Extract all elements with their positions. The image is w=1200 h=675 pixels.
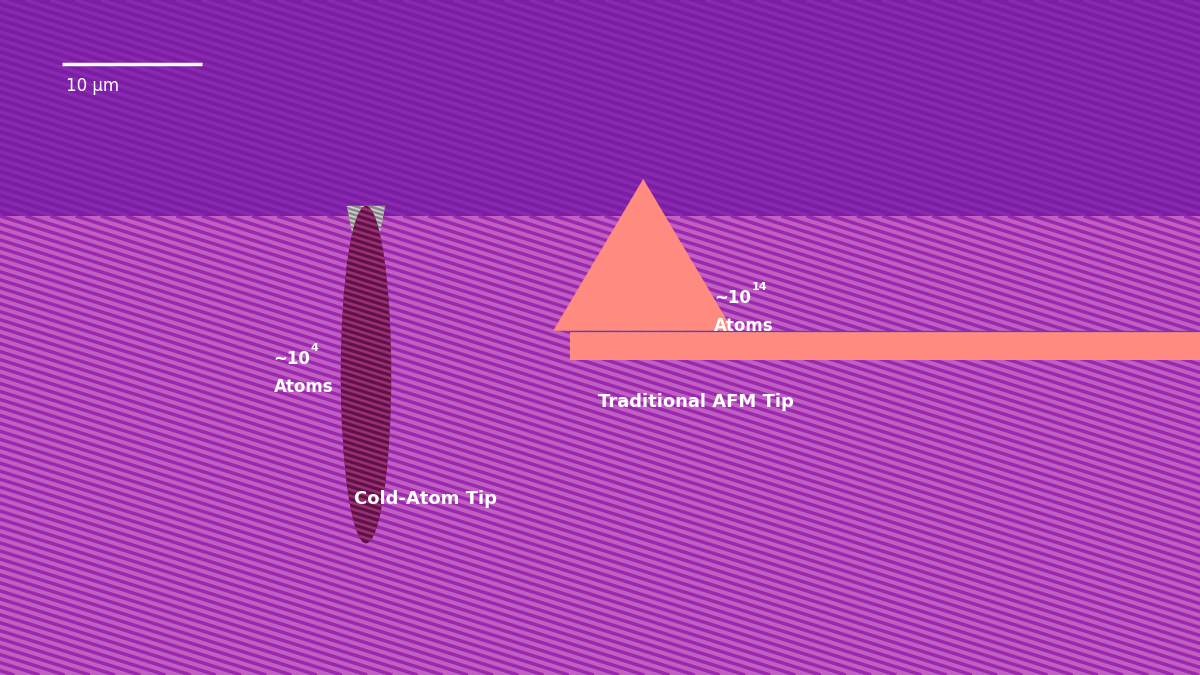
Polygon shape xyxy=(347,206,385,260)
Ellipse shape xyxy=(341,206,391,543)
Text: 4: 4 xyxy=(311,343,319,353)
Text: ~10: ~10 xyxy=(714,289,751,307)
Polygon shape xyxy=(553,179,733,331)
Text: Cold-Atom Tip: Cold-Atom Tip xyxy=(354,491,498,508)
Text: 10 μm: 10 μm xyxy=(66,78,119,95)
Text: 14: 14 xyxy=(751,282,767,292)
Polygon shape xyxy=(0,216,1200,675)
Text: Atoms: Atoms xyxy=(274,378,334,396)
Text: Traditional AFM Tip: Traditional AFM Tip xyxy=(598,393,793,410)
Polygon shape xyxy=(0,0,1200,216)
Text: Atoms: Atoms xyxy=(714,317,774,335)
Bar xyxy=(570,331,1200,360)
Text: ~10: ~10 xyxy=(274,350,311,368)
